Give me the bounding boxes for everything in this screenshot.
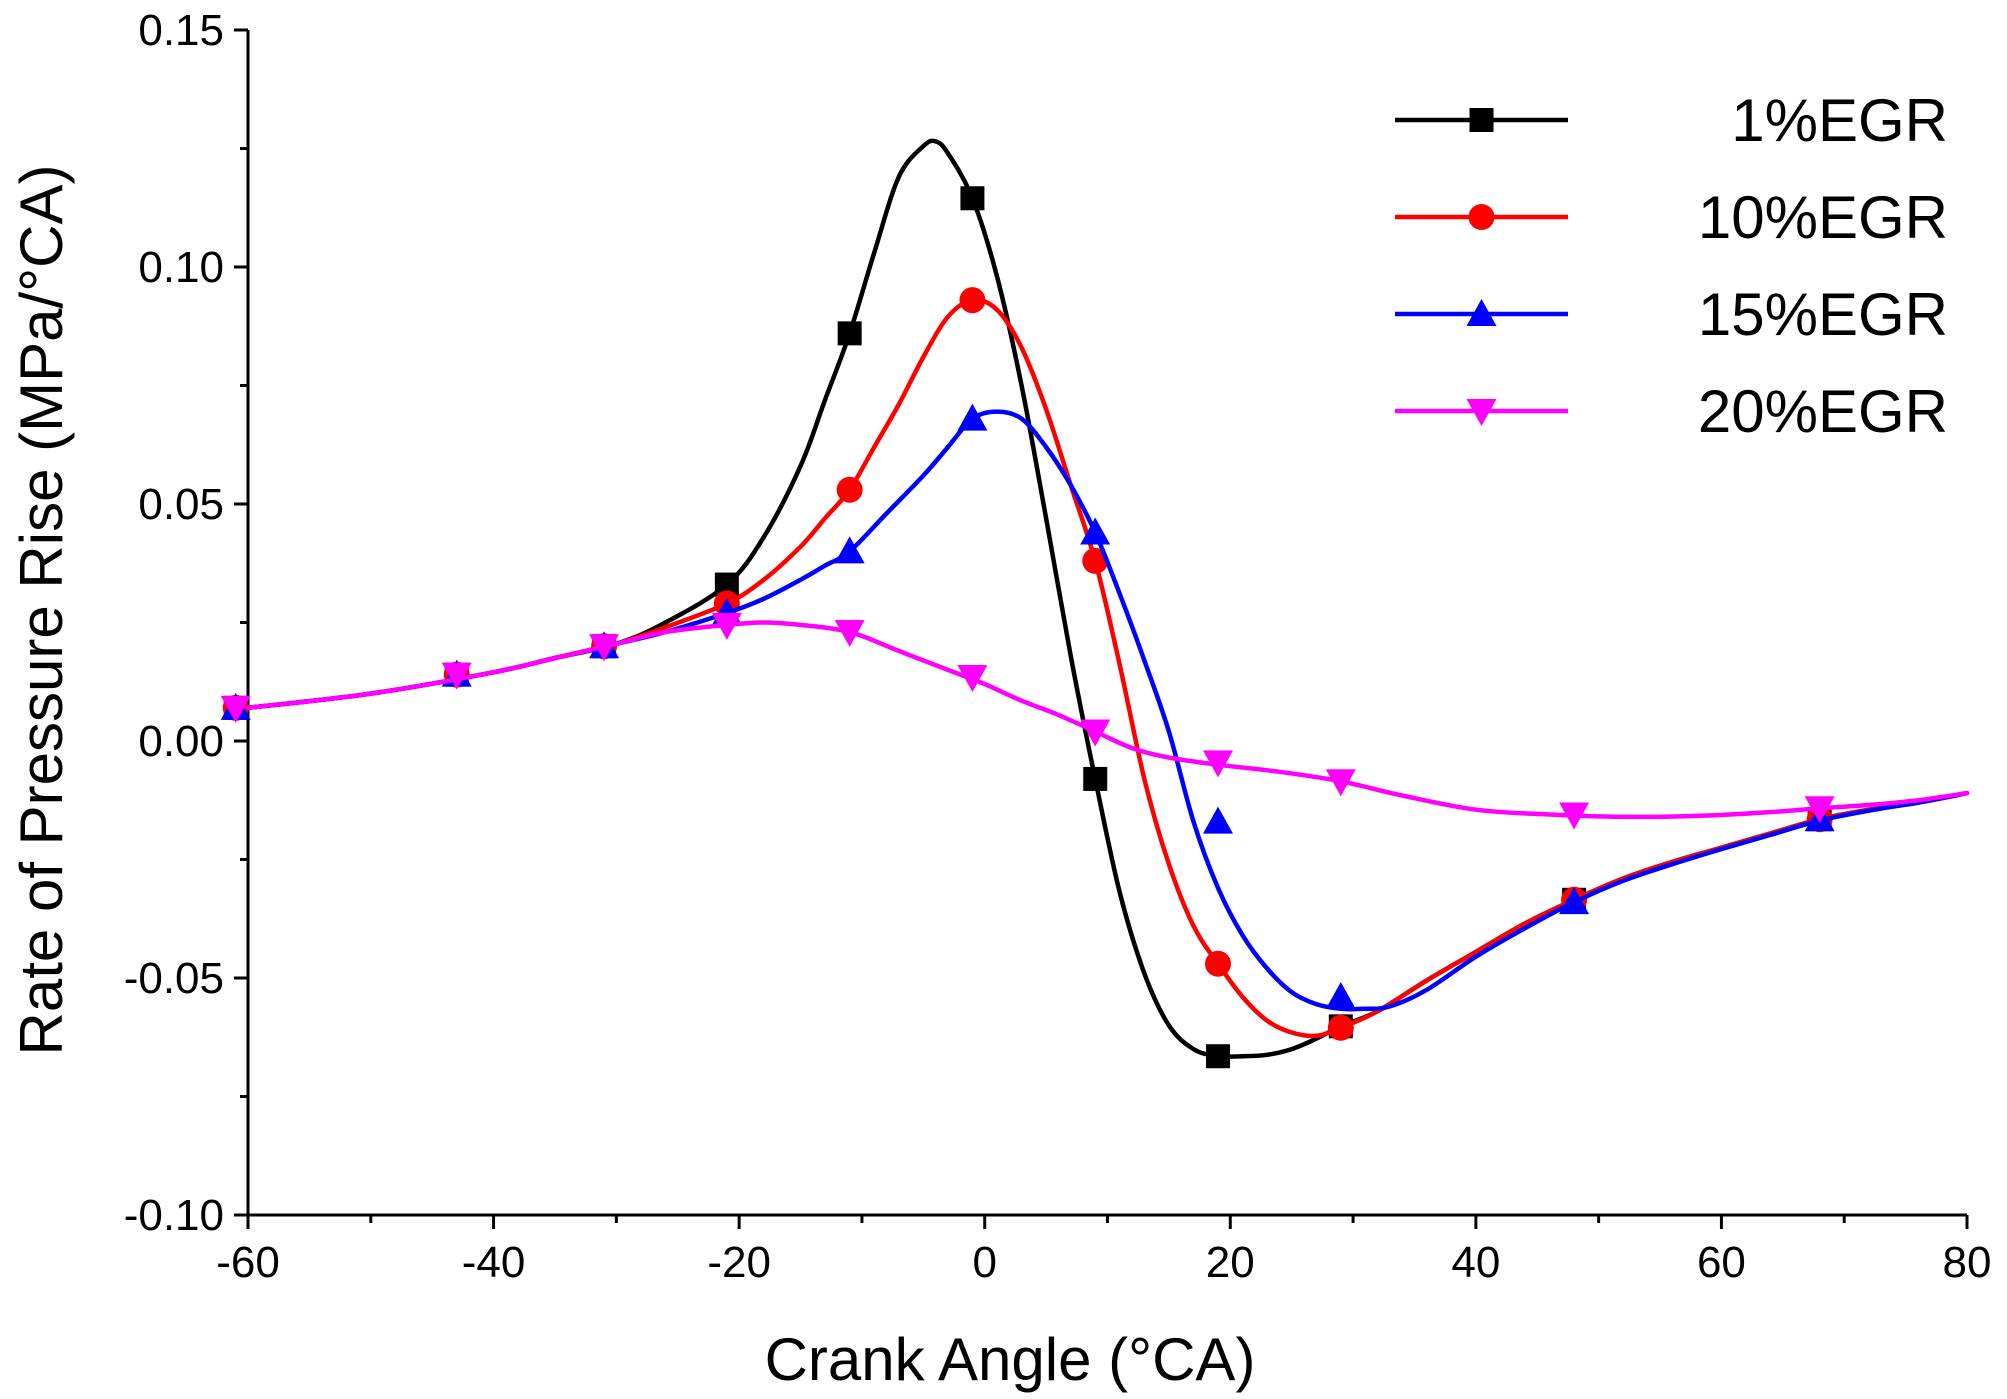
x-tick-label: 20 xyxy=(1206,1238,1255,1287)
series-line-1-egr xyxy=(245,138,1970,1060)
series-1-egr xyxy=(223,138,1970,1069)
data-point-1-egr xyxy=(1083,766,1108,791)
data-point-10-egr xyxy=(959,287,986,314)
data-point-1-egr xyxy=(1206,1044,1231,1069)
data-point-15-egr xyxy=(1080,517,1111,545)
data-point-20-egr xyxy=(1325,769,1356,797)
legend-marker-15-egr xyxy=(1466,299,1497,326)
data-point-20-egr xyxy=(834,619,865,647)
x-tick-label: -60 xyxy=(216,1238,280,1287)
data-point-15-egr xyxy=(957,403,988,431)
series-20-egr xyxy=(220,612,1970,830)
x-tick-label: -20 xyxy=(707,1238,771,1287)
data-point-1-egr xyxy=(837,321,862,346)
data-point-10-egr xyxy=(1205,950,1232,977)
data-point-15-egr xyxy=(834,536,865,564)
x-tick-label: 80 xyxy=(1943,1238,1992,1287)
legend-marker-1-egr xyxy=(1469,108,1494,132)
x-axis-title: Crank Angle (°CA) xyxy=(765,1326,1256,1393)
data-point-20-egr xyxy=(1559,802,1590,830)
data-point-20-egr xyxy=(711,612,742,640)
data-point-20-egr xyxy=(589,634,620,662)
legend-label-15-egr: 15%EGR xyxy=(1698,281,1948,348)
legend-label-10-egr: 10%EGR xyxy=(1698,184,1948,251)
x-tick-label: 0 xyxy=(972,1238,996,1287)
data-point-10-egr xyxy=(836,476,863,503)
y-tick-label: -0.10 xyxy=(124,1191,224,1240)
legend: 1%EGR 10%EGR 15%EGR 20%EGR xyxy=(1395,87,1948,445)
y-tick-label: 0.05 xyxy=(138,480,224,529)
legend-label-20-egr: 20%EGR xyxy=(1698,378,1948,445)
series-line-15-egr xyxy=(245,409,1970,1012)
x-tick-label: 60 xyxy=(1697,1238,1746,1287)
data-point-20-egr xyxy=(957,665,988,693)
data-point-1-egr xyxy=(960,186,985,211)
data-point-10-egr xyxy=(1327,1014,1354,1041)
data-point-20-egr xyxy=(1080,719,1111,747)
y-tick-label: -0.05 xyxy=(124,954,224,1003)
y-tick-label: 0.10 xyxy=(138,243,224,292)
y-tick-label: 0.00 xyxy=(138,717,224,766)
plot-area xyxy=(220,138,1970,1069)
x-tick-label: 40 xyxy=(1451,1238,1500,1287)
data-point-20-egr xyxy=(1804,796,1835,824)
data-point-15-egr xyxy=(1203,806,1234,834)
series-15-egr xyxy=(220,403,1970,1012)
y-axis-title: Rate of Pressure Rise (MPa/°CA) xyxy=(8,165,75,1056)
data-point-10-egr xyxy=(1082,547,1109,574)
ticks xyxy=(234,28,1969,1229)
x-tick-label: -40 xyxy=(462,1238,526,1287)
data-point-20-egr xyxy=(1203,750,1234,778)
data-point-20-egr xyxy=(220,695,251,723)
legend-label-1-egr: 1%EGR xyxy=(1731,87,1948,154)
data-point-15-egr xyxy=(1559,887,1590,915)
y-tick-label: 0.15 xyxy=(138,6,224,55)
legend-marker-20-egr xyxy=(1466,399,1497,426)
data-point-20-egr xyxy=(441,662,472,690)
legend-marker-10-egr xyxy=(1468,204,1495,230)
tick-labels: -60 -40 -20 0 20 40 60 80 -0.10 -0.05 0.00 0.05 0.10… xyxy=(124,6,1992,1287)
data-point-15-egr xyxy=(1325,981,1356,1009)
